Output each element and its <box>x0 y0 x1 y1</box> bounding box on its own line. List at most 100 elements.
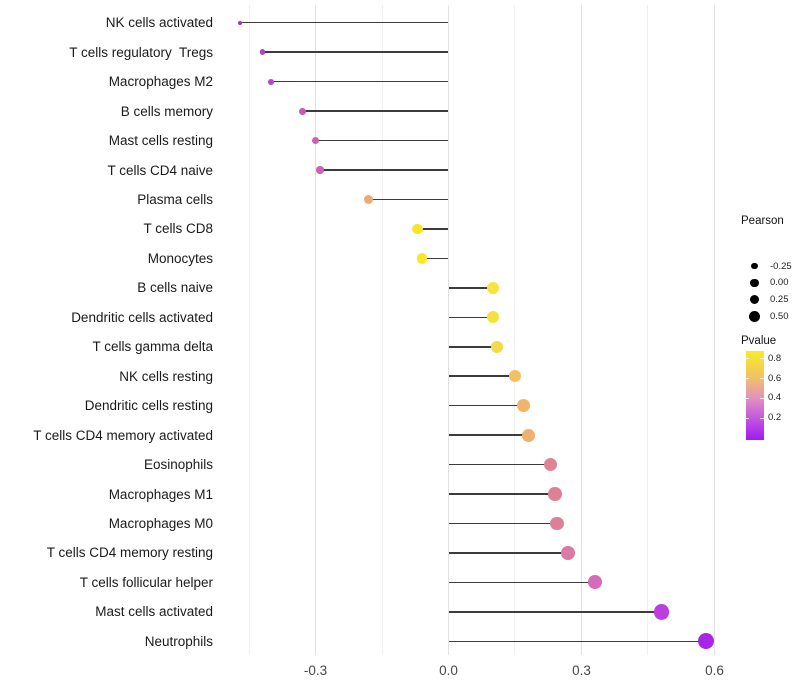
lollipop-stem <box>271 80 449 83</box>
colorbar-tick-mark <box>760 358 764 360</box>
gridline <box>315 5 316 655</box>
lollipop-dot <box>548 487 562 501</box>
lollipop-stem <box>448 493 555 495</box>
y-axis-label: T cells CD4 memory activated <box>33 427 213 443</box>
lollipop-dot <box>543 457 558 472</box>
y-axis-label: Mast cells activated <box>95 604 213 620</box>
lollipop-dot <box>550 516 564 531</box>
y-axis-label: B cells memory <box>120 103 213 119</box>
pearson-legend-title: Pearson <box>741 215 784 227</box>
lollipop-dot <box>311 136 320 145</box>
lollipop-dot <box>259 49 266 55</box>
lollipop-stem <box>319 169 449 171</box>
colorbar-tick-mark <box>760 397 764 399</box>
lollipop-dot <box>412 223 423 235</box>
lollipop-dot <box>697 633 714 650</box>
pvalue-colorbar <box>745 351 764 440</box>
colorbar-tick-label: 0.8 <box>768 352 782 364</box>
lollipop-stem <box>448 640 706 643</box>
y-axis-label: T cells CD4 memory resting <box>46 545 213 561</box>
lollipop-stem <box>448 404 524 407</box>
lollipop-dot <box>491 340 504 353</box>
legend-size-dot <box>749 294 760 305</box>
lollipop-stem <box>448 375 515 377</box>
y-axis-label: Mast cells resting <box>108 133 213 149</box>
lollipop-dot <box>486 311 499 324</box>
y-axis-label: T cells gamma delta <box>92 339 213 355</box>
legend-size-dot <box>749 310 760 322</box>
y-axis-label: T cells regulatory Tregs <box>69 44 213 60</box>
lollipop-dot <box>587 575 602 590</box>
lollipop-dot <box>268 78 275 85</box>
x-tick-label: 0.6 <box>705 663 724 678</box>
gridline <box>381 5 383 655</box>
lollipop-stem <box>240 21 449 24</box>
gridline <box>580 5 582 655</box>
lollipop-stem <box>262 51 449 53</box>
lollipop-stem <box>448 346 498 348</box>
colorbar-tick-label: 0.2 <box>768 412 782 424</box>
lollipop-dot <box>521 428 535 442</box>
colorbar-tick-mark <box>760 417 764 419</box>
colorbar-tick-mark <box>745 378 749 380</box>
gridline <box>647 5 649 655</box>
x-tick-label: 0.0 <box>439 663 458 678</box>
y-axis-label: T cells CD8 <box>143 221 213 237</box>
colorbar-tick-mark <box>760 378 764 380</box>
colorbar-tick-label: 0.6 <box>768 372 782 384</box>
lollipop-dot <box>238 20 243 25</box>
lollipop-stem <box>448 611 662 613</box>
y-axis-label: NK cells activated <box>105 15 213 31</box>
lollipop-stem <box>448 552 569 554</box>
colorbar-tick-mark <box>745 397 749 399</box>
gridline <box>248 5 250 655</box>
lollipop-dot <box>561 546 575 560</box>
lollipop-stem <box>421 257 449 260</box>
legend-size-label: -0.25 <box>770 260 792 272</box>
lollipop-dot <box>653 604 669 620</box>
colorbar-tick-mark <box>745 358 749 360</box>
y-axis-label: Neutrophils <box>144 633 213 649</box>
legend-size-dot <box>751 262 758 270</box>
y-axis-label: T cells follicular helper <box>79 574 213 590</box>
pearson-size-legend: Pearson -0.25 0.00 0.25 0.50 <box>741 215 799 322</box>
lollipop-stem <box>448 581 595 584</box>
lollipop-stem <box>448 522 558 525</box>
y-axis-label: Macrophages M1 <box>108 486 213 502</box>
legend-size-dot <box>750 278 759 287</box>
lollipop-dot <box>517 399 531 413</box>
colorbar-tick-label: 0.4 <box>768 392 782 404</box>
y-axis-label: Macrophages M2 <box>108 74 213 90</box>
pvalue-legend-title: Pvalue <box>741 335 777 347</box>
x-tick-label: -0.3 <box>303 663 328 678</box>
lollipop-stem <box>448 287 493 289</box>
lollipop-dot <box>316 166 324 174</box>
y-axis-label: Dendritic cells resting <box>84 398 213 414</box>
lollipop-dot <box>508 369 522 383</box>
lollipop-stem <box>417 228 449 230</box>
y-axis-label: Plasma cells <box>137 191 213 207</box>
lollipop-stem <box>448 463 551 466</box>
pvalue-color-legend: Pvalue 0.8 0.6 0.4 0.2 <box>741 335 799 440</box>
lollipop-stem <box>315 139 449 142</box>
gridline <box>514 5 516 655</box>
lollipop-dot <box>298 107 306 115</box>
lollipop-dot <box>486 281 499 294</box>
lollipop-stem <box>302 110 449 112</box>
y-axis-label: T cells CD4 naive <box>107 162 213 178</box>
legend-size-label: 0.00 <box>770 277 789 289</box>
lollipop-stem <box>368 198 449 201</box>
y-axis-label: Monocytes <box>147 250 213 266</box>
legend-size-label: 0.50 <box>770 310 789 322</box>
lollipop-dot <box>364 194 374 204</box>
gridline <box>713 5 715 655</box>
colorbar-tick-mark <box>745 417 749 419</box>
y-axis-label: Macrophages M0 <box>108 516 213 532</box>
lollipop-dot <box>416 253 428 264</box>
lollipop-stem <box>448 434 529 436</box>
gridline <box>448 5 449 655</box>
x-tick-label: 0.3 <box>572 663 591 678</box>
y-axis-label: Dendritic cells activated <box>71 309 213 325</box>
y-axis-label: Eosinophils <box>143 457 213 473</box>
